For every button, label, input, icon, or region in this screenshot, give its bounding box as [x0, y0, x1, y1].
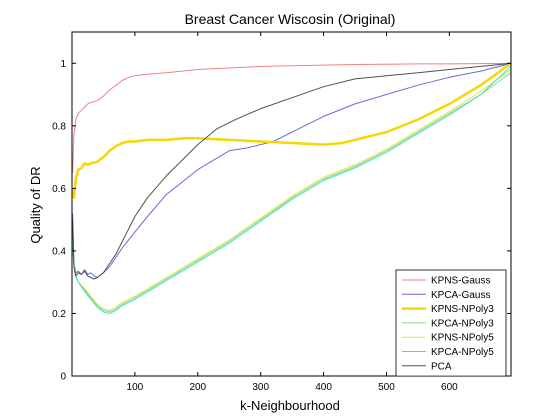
x-tick-label-6: 600: [441, 382, 458, 393]
legend-label-5: KPNS-NPoly5: [431, 333, 494, 344]
legend-label-2: KPCA-Gauss: [431, 290, 490, 301]
series-line-4: [72, 72, 512, 313]
axes: 100 200 300 400 500 600 0 0.2 0.4 0.6 0.8 1: [52, 31, 512, 393]
y-tick-label-3: 0.4: [52, 246, 66, 257]
series-line-1: [72, 62, 512, 173]
series-line-5: [72, 69, 512, 311]
x-tick-label-4: 400: [315, 382, 332, 393]
x-tick-label-3: 300: [252, 382, 269, 393]
legend-label-1: KPNS-Gauss: [431, 276, 490, 287]
series-line-2: [72, 62, 512, 278]
series-line-6: [72, 66, 512, 314]
plot-frame: [71, 31, 512, 377]
legend-label-3: KPNS-NPoly3: [431, 304, 494, 315]
y-tick-label-4: 0.6: [52, 184, 66, 195]
chart-title: Breast Cancer Wiscosin (Original): [185, 11, 396, 27]
plot-lines: [71, 62, 512, 314]
x-axis-label: k-Neighbourhood: [240, 398, 340, 413]
x-tick-label-5: 500: [378, 382, 395, 393]
y-tick-label-5: 0.8: [52, 121, 66, 132]
y-tick-label-2: 0.2: [52, 309, 66, 320]
x-tick-label-1: 100: [127, 382, 144, 393]
y-tick-label-6: 1: [60, 59, 66, 70]
series-line-7: [72, 62, 512, 280]
legend: KPNS-Gauss KPCA-Gauss KPNS-NPoly3 KPCA-NPol…: [395, 269, 507, 377]
legend-label-6: KPCA-NPoly5: [431, 347, 494, 358]
legend-label-4: KPCA-NPoly3: [431, 318, 494, 329]
y-axis-label: Quality of DR: [28, 166, 43, 243]
series-line-3: [71, 62, 512, 199]
y-tick-label-1: 0: [60, 372, 66, 383]
x-tick-label-2: 200: [189, 382, 206, 393]
legend-label-7: PCA: [431, 361, 452, 372]
